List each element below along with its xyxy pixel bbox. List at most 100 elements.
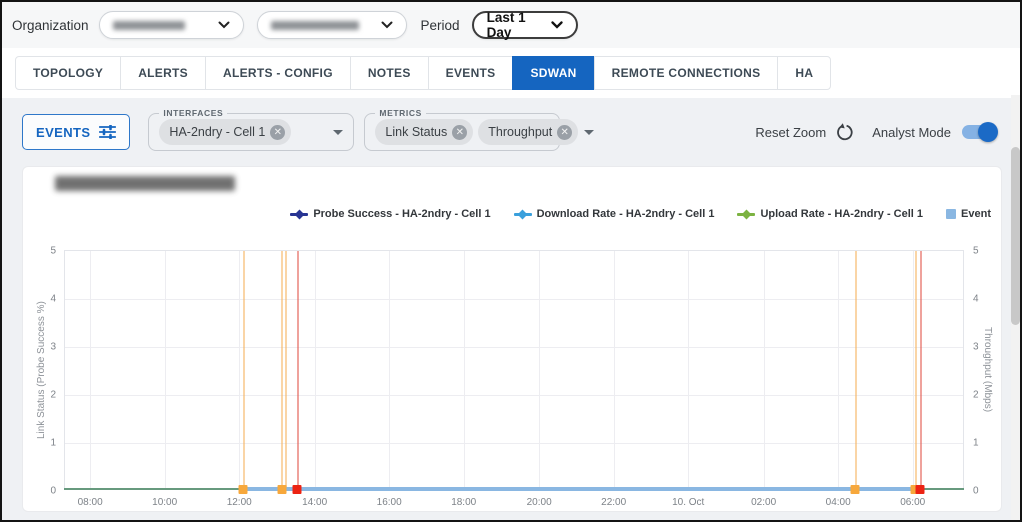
event-marker-critical[interactable] [292,485,302,494]
redacted-device-value [270,20,359,30]
tab-remote-connections[interactable]: REMOTE CONNECTIONS [593,56,779,90]
y-axis-right-tick-label: 0 [973,485,979,497]
legend-item[interactable]: Upload Rate - HA-2ndry - Cell 1 [737,208,923,220]
metric-chip-label: Link Status [385,125,448,139]
period-dropdown[interactable]: Last 1 Day [471,10,578,40]
legend-item[interactable]: Download Rate - HA-2ndry - Cell 1 [513,208,715,220]
legend-series-diamond [741,209,752,219]
event-marker-warning[interactable] [910,485,919,494]
dropdown-caret-icon[interactable] [333,129,344,135]
legend-label: Upload Rate - HA-2ndry - Cell 1 [760,208,924,220]
gridline-vertical [164,251,166,489]
gridline-vertical [389,251,391,489]
legend-item[interactable]: Probe Success - HA-2ndry - Cell 1 [290,208,491,220]
reset-zoom-label: Reset Zoom [755,124,827,140]
device-dropdown[interactable] [256,11,407,39]
x-axis-tick-label: 16:00 [376,497,402,508]
chip-remove-icon[interactable]: ✕ [452,124,468,140]
tab-alerts-config[interactable]: ALERTS - CONFIG [205,56,351,90]
redacted-chart-title [55,176,235,191]
gridline-horizontal [65,299,963,300]
chart-plot-area[interactable]: 08:00 10:00 12:00 14:00 16:00 18:00 20:00 22:00… [50,246,978,509]
events-filter-button[interactable]: EVENTS [22,114,131,150]
chip-remove-icon[interactable]: ✕ [270,124,286,140]
metrics-select[interactable]: METRICS Link Status ✕ Throughput ✕ [364,108,595,151]
metric-chip-label: Throughput [488,125,553,139]
gridline-vertical [239,251,241,489]
tab-ha[interactable]: HA [777,56,832,90]
chevron-down-icon [218,21,230,29]
gridline-vertical [838,251,840,489]
metric-chip[interactable]: Throughput ✕ [478,119,579,145]
event-marker-warning[interactable] [850,485,860,494]
filter-toolbar: EVENTS INTERFACES HA-2ndry - Cell 1 ✕ MET… [22,108,1002,154]
tab-sdwan[interactable]: SDWAN [512,56,595,90]
legend-series-marker [290,209,309,219]
legend-series-diamond [294,209,305,219]
analyst-mode-toggle[interactable] [961,122,998,142]
event-line-warning [280,251,283,489]
gridline-vertical [539,251,541,489]
interfaces-chips: HA-2ndry - Cell 1 ✕ [159,119,327,145]
x-axis-tick-label: 02:00 [751,497,777,508]
interface-chip[interactable]: HA-2ndry - Cell 1 ✕ [159,119,292,145]
metric-chip[interactable]: Link Status ✕ [375,119,474,145]
y-axis-right-tick-label: 4 [973,293,979,305]
x-axis-tick-label: 22:00 [601,497,627,508]
gridline-vertical [613,251,615,489]
tab-topology[interactable]: TOPOLOGY [15,56,122,90]
gridline-vertical [688,251,690,489]
event-line-critical [919,251,922,489]
x-axis-tick-label: 04:00 [825,497,851,508]
event-marker-warning[interactable] [277,485,287,494]
gridline-vertical [463,251,465,489]
gridline-vertical [314,251,316,489]
gridline-horizontal [65,443,963,444]
interfaces-select[interactable]: INTERFACES HA-2ndry - Cell 1 ✕ [148,108,355,151]
vertical-scrollbar-track[interactable] [1011,95,1020,520]
organization-dropdown[interactable] [98,11,244,39]
metrics-chips: Link Status ✕ Throughput ✕ [375,119,579,145]
event-marker-warning[interactable] [238,485,248,494]
x-axis-tick-label: 20:00 [526,497,552,508]
legend-item[interactable]: Event [946,208,991,220]
tab-notes[interactable]: NOTES [349,56,429,90]
legend-series-marker [737,209,756,219]
top-bar: Organization Period Last 1 Day [2,2,1020,48]
x-axis-tick-label: 06:00 [900,497,926,508]
x-axis-tick-label: 18:00 [451,497,477,508]
y-axis-left-tick-label: 5 [50,245,56,257]
interface-chip-label: HA-2ndry - Cell 1 [169,125,266,139]
interfaces-select-label: INTERFACES [159,108,228,118]
legend-series-diamond [517,209,528,219]
event-marker-critical[interactable] [915,485,925,494]
event-line-warning [242,251,245,489]
legend-label: Event [961,208,991,220]
period-label: Period [420,17,460,33]
vertical-scrollbar-thumb[interactable] [1011,147,1020,325]
tune-filter-icon [99,125,117,139]
metrics-select-label: METRICS [375,108,426,118]
chart-card: Probe Success - HA-2ndry - Cell 1 Downloa… [22,166,1002,512]
gridline-horizontal [65,395,963,396]
reset-zoom-icon[interactable] [835,122,854,142]
tab-events[interactable]: EVENTS [427,56,514,90]
y-axis-left-tick-label: 4 [50,293,56,305]
y-axis-right-tick-label: 5 [973,245,979,257]
chip-remove-icon[interactable]: ✕ [557,124,573,140]
gridline-vertical [912,251,914,489]
y-axis-right-tick-label: 3 [973,341,979,353]
gridline-horizontal [65,347,963,348]
organization-label: Organization [12,17,89,33]
gridline-vertical [90,251,92,489]
chart-legend: Probe Success - HA-2ndry - Cell 1 Downloa… [290,208,991,220]
legend-label: Download Rate - HA-2ndry - Cell 1 [536,208,715,220]
tab-alerts[interactable]: ALERTS [120,56,206,90]
event-line-critical [296,251,299,489]
legend-event-marker [946,209,957,219]
chevron-down-icon [381,21,393,29]
dropdown-caret-icon[interactable] [584,129,595,135]
event-line-warning [855,251,858,489]
events-button-label: EVENTS [36,124,91,140]
